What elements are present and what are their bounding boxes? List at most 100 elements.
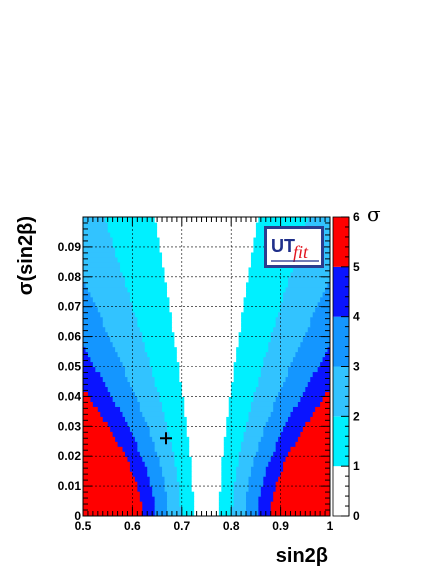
heatmap-cell [83,496,141,502]
heatmap-cell [110,426,131,432]
logo-text-fit: fit [293,242,309,262]
heatmap-cell [302,391,326,397]
heatmap-cell [124,371,153,378]
heatmap-cell [83,261,121,268]
heatmap-cell [92,401,116,407]
heatmap-cell [102,416,126,422]
heatmap-cell [290,411,314,417]
heatmap-cell [288,281,329,288]
heatmap-cell [258,441,277,447]
color-scale-axis: 0 1 2 3 4 5 6 [341,210,360,523]
heatmap-cell [231,511,247,516]
heatmap-cell [238,461,255,467]
heatmap-cell [115,346,146,353]
heatmap-cell [305,221,330,228]
heatmap-cell [320,296,330,303]
heatmap-cell [184,396,230,402]
heatmap-cell [275,396,301,402]
heatmap-cell [278,391,304,397]
heatmap-cell [120,406,141,412]
heatmap-cell [166,426,188,432]
y-axis-title: σ(sin2β) [15,216,37,295]
heatmap-cell [236,471,252,477]
heatmap-cell [83,356,92,363]
heatmap-cell [295,441,330,447]
heatmap-cell [194,506,220,512]
heatmap-cell [322,396,330,402]
heatmap-cell [166,496,180,502]
heatmap-cell [127,456,143,462]
heatmap-cell [164,271,250,278]
y-tick-label: 0.06 [58,330,82,344]
heatmap-cell [312,311,330,318]
y-tick-label: 0.04 [58,389,82,403]
heatmap-cell [127,376,156,383]
heatmap-cell [83,376,104,383]
heatmap-cell [233,376,259,383]
heatmap-cell [283,466,330,472]
heatmap-cell [162,251,252,258]
heatmap-cell [139,451,158,457]
heatmap-cell [275,441,297,447]
heatmap-cell [270,506,330,512]
heatmap-cell [147,466,163,472]
heatmap-cell [268,461,284,467]
heatmap-cell [139,491,153,497]
heatmap-cell [191,456,222,462]
heatmap-cell [159,391,183,397]
heatmap-cell [280,301,319,308]
heatmap-cell [179,486,193,492]
heatmap-cell [83,221,109,228]
heatmap-cell [137,396,161,402]
heatmap-cell [312,411,330,417]
heatmap-cell [246,281,289,288]
heatmap-cell [179,376,235,383]
heatmap-cell [228,411,250,417]
heatmap-cell [147,351,178,358]
scale-band [333,316,349,367]
heatmap-cell [226,416,250,422]
heatmap-cell [270,336,304,343]
heatmap-cell [238,341,269,348]
heatmap-cell [186,426,227,432]
heatmap-cell [265,421,287,427]
heatmap-cell [149,481,166,487]
heatmap-cell [112,236,161,243]
x-tick-label: 0.5 [75,519,92,533]
heatmap-cell [83,326,106,333]
heatmap-cell [83,251,116,258]
heatmap-cell [132,306,171,313]
heatmap-cell [292,406,316,412]
heatmap-cell [300,341,330,348]
heatmap-cell [83,246,116,253]
heatmap-cell [83,466,131,472]
heatmap-cell [263,481,277,487]
heatmap-cell [221,456,240,462]
heatmap-cell [292,266,330,273]
heatmap-cell [124,276,166,283]
heatmap-cell [83,311,101,318]
heatmap-cell [179,361,235,368]
heatmap-cell [283,426,304,432]
heatmap-cell [186,431,227,437]
heatmap-cell [83,396,92,402]
heatmap-cell [288,276,330,283]
heatmap-cell [87,391,111,397]
heatmap-cell [285,376,311,383]
heatmap-cell [162,401,185,407]
heatmap-cell [233,501,247,507]
heatmap-cell [194,491,220,497]
heatmap-cell [90,396,114,402]
heatmap-cell [300,396,324,402]
heatmap-cell [122,361,151,368]
heatmap-cell [288,371,314,378]
heatmap-cell [83,506,143,512]
heatmap-cell [83,366,96,373]
heatmap-cell [290,446,330,452]
heatmap-cell [181,511,195,516]
heatmap-cell [83,341,114,348]
heatmap-cell [132,471,148,477]
heatmap-cell [112,341,146,348]
heatmap-cell [218,506,232,512]
heatmap-cell [154,381,183,388]
